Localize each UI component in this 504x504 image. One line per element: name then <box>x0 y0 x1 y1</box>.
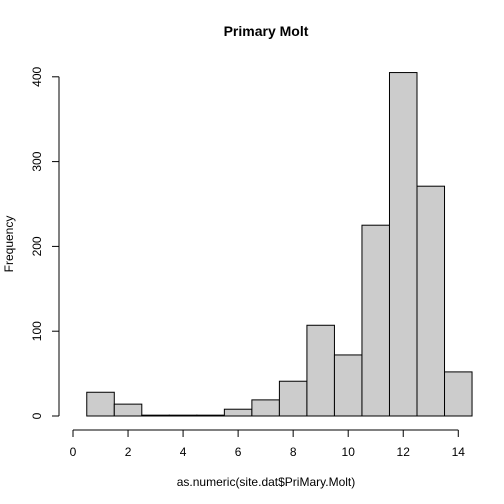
y-tick-label: 100 <box>30 321 44 341</box>
x-tick-label: 12 <box>397 445 411 459</box>
histogram-bar <box>168 414 198 417</box>
x-tick-label: 2 <box>125 445 132 459</box>
x-tick-label: 8 <box>290 445 297 459</box>
histogram-bar <box>86 391 115 417</box>
y-tick-label: 400 <box>30 66 44 86</box>
x-axis-label: as.numeric(site.dat$PriMary.Molt) <box>177 475 356 489</box>
y-axis: 0 100 200 300 400 <box>30 66 60 419</box>
histogram-bar <box>223 408 253 417</box>
bars-group <box>86 72 473 417</box>
histogram-bar <box>196 414 225 417</box>
chart-title: Primary Molt <box>224 23 309 39</box>
histogram-bar <box>141 414 170 417</box>
histogram-bar <box>361 224 390 417</box>
histogram-bar <box>113 403 143 417</box>
x-tick-label: 4 <box>180 445 187 459</box>
x-axis: 0 2 4 6 8 10 12 14 <box>70 429 466 459</box>
histogram-bar <box>278 380 308 417</box>
histogram-bar <box>416 185 446 417</box>
histogram-bar <box>306 324 335 417</box>
x-tick-label: 6 <box>235 445 242 459</box>
histogram-bar <box>444 371 473 417</box>
x-tick-label: 10 <box>342 445 356 459</box>
y-axis-label: Frequency <box>2 216 16 273</box>
histogram-bar <box>251 399 280 417</box>
y-tick-label: 300 <box>30 151 44 171</box>
y-tick-label: 0 <box>30 412 44 419</box>
x-tick-label: 0 <box>70 445 77 459</box>
histogram-bar <box>388 72 418 417</box>
histogram-bar <box>333 354 363 417</box>
y-tick-label: 200 <box>30 236 44 256</box>
x-tick-label: 14 <box>452 445 466 459</box>
